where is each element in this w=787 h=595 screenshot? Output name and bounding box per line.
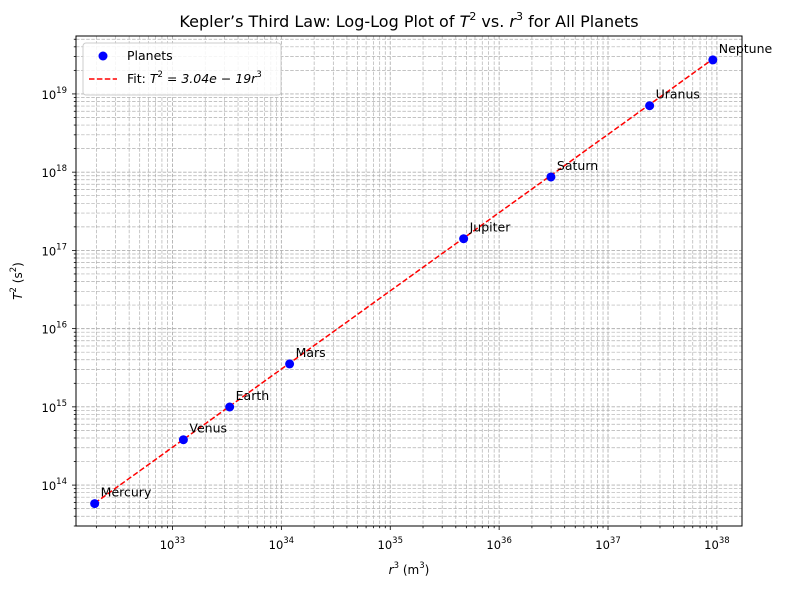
- planet-label-jupiter: Jupiter: [469, 220, 512, 235]
- planet-label-saturn: Saturn: [557, 158, 598, 173]
- y-axis-ticks: 1014 1015 1016 1017 1018 1019: [42, 38, 76, 527]
- x-axis-label: r3 (m3): [389, 561, 430, 577]
- annotations-layer: Mercury Venus Earth Mars Jupiter Saturn Uranus…: [101, 41, 773, 500]
- planet-label-mercury: Mercury: [101, 485, 152, 500]
- y-axis-label: T2 (s2): [9, 262, 25, 300]
- y-tick-label: 1014: [42, 477, 67, 493]
- y-tick-label: 1018: [42, 164, 67, 180]
- legend-label-fit: Fit: T2 = 3.04e − 19r3: [127, 70, 262, 86]
- fit-line-layer: [94, 58, 714, 504]
- planet-point-mars: [285, 359, 295, 369]
- x-tick-label: 1033: [160, 536, 185, 552]
- y-tick-label: 1019: [42, 86, 67, 102]
- legend: Planets Fit: T2 = 3.04e − 19r3: [82, 42, 282, 96]
- legend-marker-planets: [98, 51, 108, 61]
- x-tick-label: 1037: [595, 536, 620, 552]
- grid: [76, 36, 742, 527]
- y-tick-label: 1016: [42, 321, 67, 337]
- y-tick-label: 1015: [42, 399, 67, 415]
- planet-point-uranus: [645, 101, 655, 111]
- planet-point-neptune: [708, 55, 718, 65]
- legend-box: [82, 42, 282, 96]
- planet-point-jupiter: [459, 234, 469, 244]
- planet-label-neptune: Neptune: [719, 41, 773, 56]
- x-axis-ticks: 1033 1034 1035 1036 1037 1038: [95, 526, 730, 552]
- planet-label-earth: Earth: [236, 388, 270, 403]
- planet-label-uranus: Uranus: [656, 87, 700, 102]
- planet-label-mars: Mars: [296, 345, 326, 360]
- fit-line: [94, 58, 714, 504]
- x-tick-label: 1035: [378, 536, 403, 552]
- points-layer: [90, 55, 718, 509]
- planet-label-venus: Venus: [189, 421, 227, 436]
- legend-label-planets: Planets: [127, 48, 173, 63]
- planet-point-earth: [225, 402, 235, 412]
- y-tick-label: 1017: [42, 242, 67, 258]
- x-tick-label: 1036: [486, 536, 511, 552]
- planet-point-mercury: [90, 499, 100, 509]
- x-tick-label: 1038: [704, 536, 729, 552]
- plot-frame: [75, 35, 743, 527]
- x-tick-label: 1034: [269, 536, 294, 552]
- chart-title: Kepler’s Third Law: Log-Log Plot of T2 v…: [179, 10, 638, 31]
- planet-point-saturn: [546, 172, 556, 182]
- planet-point-venus: [178, 435, 188, 445]
